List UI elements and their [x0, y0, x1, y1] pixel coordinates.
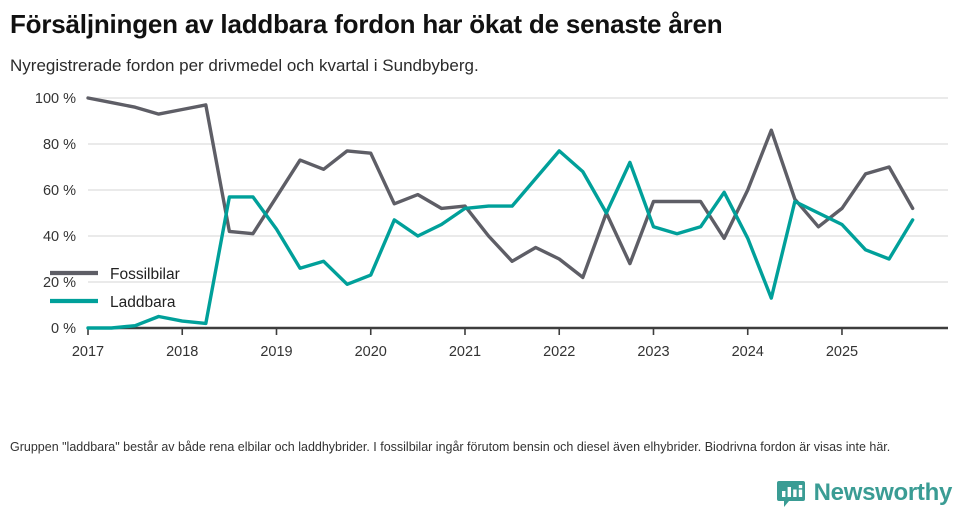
y-axis-tick-label: 80 %: [43, 137, 76, 153]
newsworthy-logo: Newsworthy: [776, 478, 952, 508]
footnote: Gruppen "laddbara" består av både rena e…: [10, 440, 891, 454]
y-axis-tick-label: 40 %: [43, 229, 76, 245]
series-line: [86, 149, 915, 330]
x-axis-tick-label: 2020: [355, 344, 387, 360]
x-axis-tick-label: 2019: [260, 344, 292, 360]
y-axis-tick-label: 0 %: [51, 321, 76, 337]
y-axis-tick-label: 60 %: [43, 183, 76, 199]
x-axis-tick-label: 2024: [732, 344, 764, 360]
legend-label: Laddbara: [110, 294, 176, 311]
page-title: Försäljningen av laddbara fordon har öka…: [10, 9, 723, 39]
x-axis-tick-label: 2017: [72, 344, 104, 360]
x-axis-tick-label: 2021: [449, 344, 481, 360]
y-axis-tick-label: 20 %: [43, 275, 76, 291]
line-chart: 0 % 20 % 40 % 60 % 80 % 100 % 2017 2018 2019 2020…: [10, 88, 950, 363]
y-axis-tick-label: 100 %: [35, 91, 76, 107]
x-axis-tick-label: 2023: [637, 344, 669, 360]
x-axis-tick-label: 2025: [826, 344, 858, 360]
x-axis-tick-label: 2022: [543, 344, 575, 360]
legend-label: Fossilbilar: [110, 266, 180, 283]
x-axis-tick-label: 2018: [166, 344, 198, 360]
series-line: [86, 96, 915, 280]
chart-canvas: 0 % 20 % 40 % 60 % 80 % 100 % 2017 2018 2019 2020…: [35, 91, 948, 360]
page-subtitle: Nyregistrerade fordon per drivmedel och …: [10, 55, 479, 75]
bar-chart-speech-bubble-icon: [776, 481, 805, 507]
brand-name: Newsworthy: [813, 479, 953, 506]
chart-page: Försäljningen av laddbara fordon har öka…: [0, 9, 960, 515]
